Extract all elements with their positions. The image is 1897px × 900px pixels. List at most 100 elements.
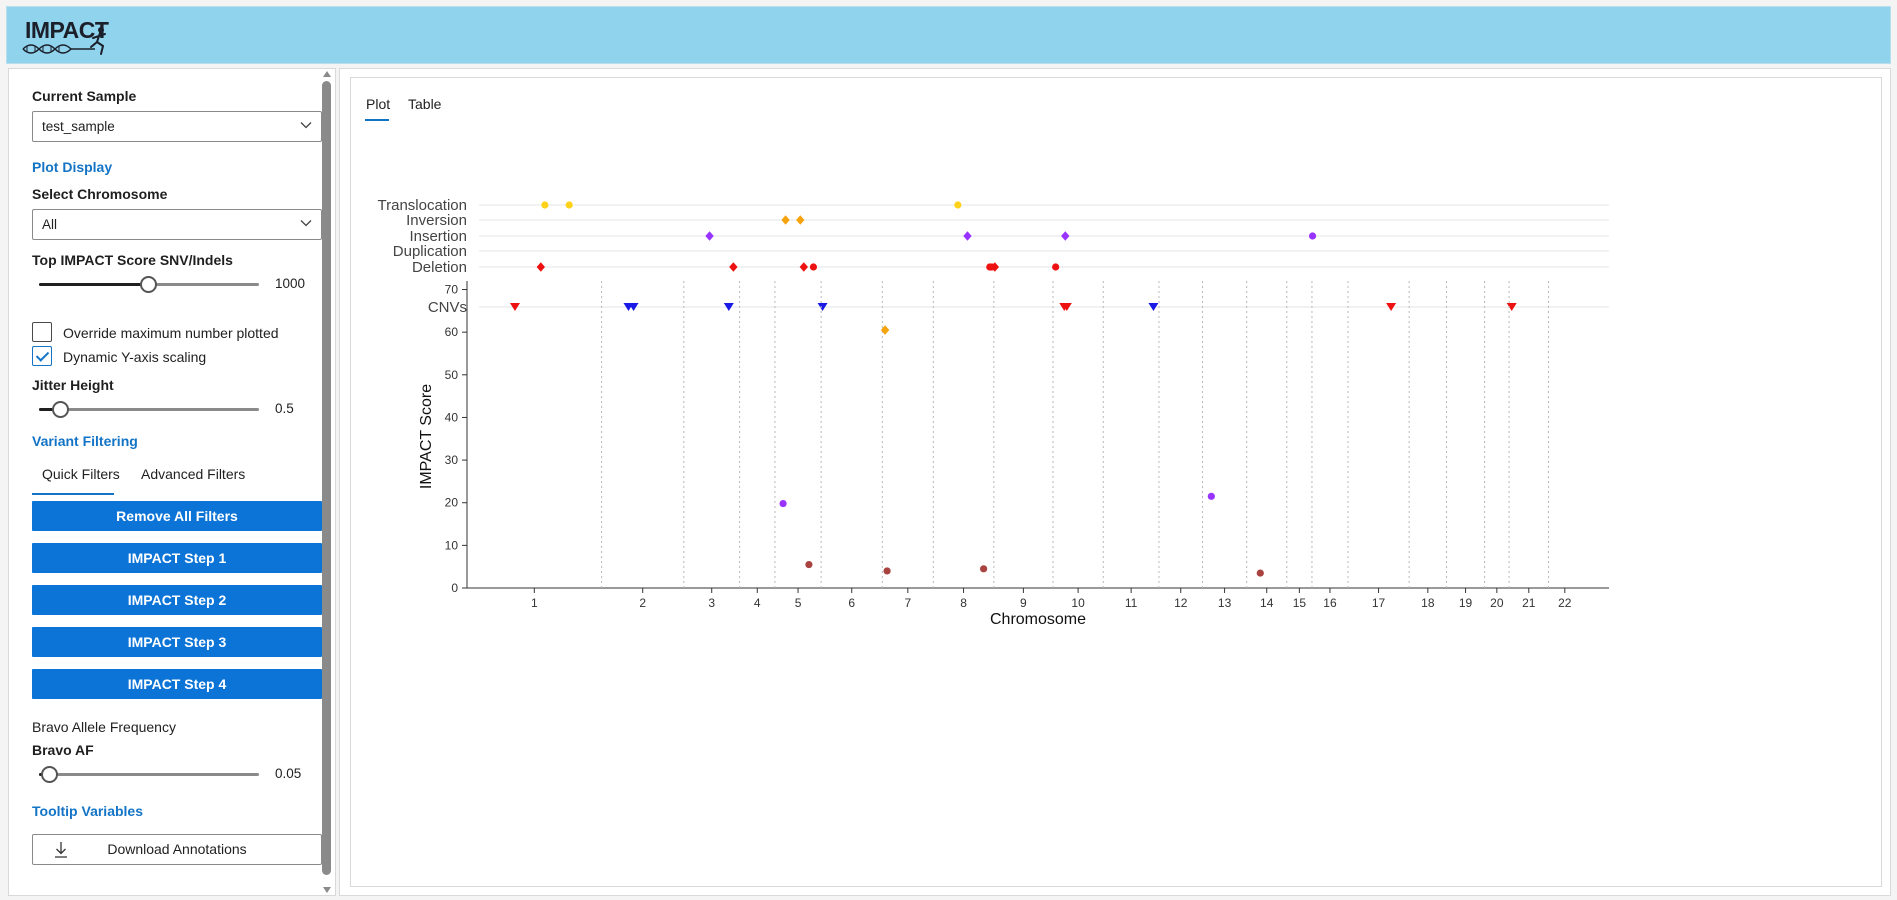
x-tick-label: 8 bbox=[960, 596, 967, 610]
x-tick-label: 5 bbox=[795, 596, 802, 610]
main-panel: Plot Table Translocation Inversion Inserti… bbox=[339, 68, 1891, 896]
slider-thumb[interactable] bbox=[41, 766, 58, 783]
y-tick-label: 70 bbox=[445, 283, 459, 297]
data-point bbox=[883, 567, 891, 575]
current-sample-value: test_sample bbox=[42, 119, 115, 134]
x-tick-label: 14 bbox=[1260, 596, 1274, 610]
variant-marker bbox=[1061, 231, 1070, 241]
jitter-height-slider[interactable] bbox=[39, 399, 259, 419]
plot-display-heading: Plot Display bbox=[32, 159, 113, 175]
impact-step-4-button[interactable]: IMPACT Step 4 bbox=[32, 669, 322, 699]
chevron-down-icon bbox=[300, 122, 312, 129]
x-tick-label: 4 bbox=[754, 596, 761, 610]
variant-marker bbox=[781, 215, 790, 225]
override-max-checkbox[interactable] bbox=[32, 322, 52, 342]
tab-quick-filters[interactable]: Quick Filters bbox=[42, 466, 120, 482]
impact-step-2-button[interactable]: IMPACT Step 2 bbox=[32, 585, 322, 615]
y-tick-label: 30 bbox=[445, 453, 459, 467]
track-label: CNVs bbox=[428, 299, 467, 316]
download-annotations-label: Download Annotations bbox=[107, 841, 247, 857]
top-score-slider[interactable] bbox=[39, 274, 259, 294]
scrollbar-thumb[interactable] bbox=[322, 81, 331, 875]
x-tick-label: 16 bbox=[1323, 596, 1337, 610]
sidebar: Current Sample test_sample Plot Display … bbox=[8, 68, 336, 896]
variant-marker bbox=[988, 263, 996, 271]
bravo-heading: Bravo Allele Frequency bbox=[32, 719, 176, 735]
current-sample-select[interactable]: test_sample bbox=[32, 111, 322, 142]
remove-all-filters-button[interactable]: Remove All Filters bbox=[32, 501, 322, 531]
variant-marker bbox=[954, 201, 962, 209]
variant-marker bbox=[1308, 232, 1317, 240]
bravo-af-slider[interactable] bbox=[39, 764, 259, 784]
variant-marker bbox=[723, 303, 734, 311]
data-point bbox=[1256, 569, 1264, 577]
chevron-down-icon bbox=[300, 220, 312, 227]
chromosome-select[interactable]: All bbox=[32, 209, 322, 240]
bravo-af-value: 0.05 bbox=[275, 766, 302, 781]
variant-marker bbox=[796, 215, 805, 225]
data-point bbox=[805, 560, 813, 569]
y-axis-label: IMPACT Score bbox=[418, 384, 435, 489]
dynamic-y-checkbox[interactable] bbox=[32, 346, 52, 366]
variant-marker bbox=[1506, 303, 1517, 311]
slider-fill bbox=[39, 408, 61, 411]
slider-thumb[interactable] bbox=[52, 401, 69, 418]
download-icon bbox=[55, 842, 67, 858]
y-tick-label: 20 bbox=[445, 496, 459, 510]
x-tick-label: 17 bbox=[1372, 596, 1386, 610]
app-header: IMPACT bbox=[6, 6, 1891, 64]
variant-marker bbox=[1148, 303, 1159, 311]
variant-marker bbox=[628, 303, 639, 311]
scroll-up-icon[interactable] bbox=[323, 71, 331, 77]
slider-track bbox=[39, 408, 259, 411]
override-max-label: Override maximum number plotted bbox=[63, 325, 279, 341]
quick-filters-active-indicator bbox=[32, 493, 114, 495]
variant-marker bbox=[817, 303, 828, 311]
dna-logo-icon bbox=[22, 27, 106, 55]
x-tick-label: 9 bbox=[1020, 596, 1027, 610]
y-tick-label: 10 bbox=[445, 538, 459, 552]
x-tick-label: 15 bbox=[1293, 596, 1307, 610]
impact-step-1-button[interactable]: IMPACT Step 1 bbox=[32, 543, 322, 573]
slider-fill bbox=[39, 283, 149, 286]
tab-table[interactable]: Table bbox=[408, 96, 442, 112]
y-tick-label: 50 bbox=[445, 368, 459, 382]
x-tick-label: 7 bbox=[904, 596, 911, 610]
track-label: Translocation bbox=[378, 197, 468, 214]
x-tick-label: 1 bbox=[531, 596, 538, 610]
jitter-height-value: 0.5 bbox=[275, 401, 294, 416]
x-tick-label: 21 bbox=[1522, 596, 1536, 610]
x-tick-label: 6 bbox=[848, 596, 855, 610]
tab-advanced-filters[interactable]: Advanced Filters bbox=[141, 466, 246, 482]
current-sample-label: Current Sample bbox=[32, 88, 137, 104]
y-tick-label: 60 bbox=[445, 325, 459, 339]
plot-tab-active-indicator bbox=[365, 119, 389, 121]
variant-marker bbox=[1061, 303, 1072, 311]
variant-marker bbox=[509, 303, 520, 311]
jitter-height-label: Jitter Height bbox=[32, 377, 114, 393]
variant-marker bbox=[963, 231, 972, 241]
tooltip-variables-heading[interactable]: Tooltip Variables bbox=[32, 803, 143, 819]
x-tick-label: 3 bbox=[708, 596, 715, 610]
x-tick-label: 10 bbox=[1071, 596, 1085, 610]
track-label: Deletion bbox=[412, 259, 467, 276]
variant-marker bbox=[536, 262, 546, 272]
variant-marker bbox=[565, 201, 573, 209]
download-annotations-button[interactable]: Download Annotations bbox=[32, 834, 322, 865]
scroll-down-icon[interactable] bbox=[323, 887, 331, 893]
slider-thumb[interactable] bbox=[140, 276, 157, 293]
sidebar-scrollbar[interactable] bbox=[321, 69, 333, 895]
bravo-af-label: Bravo AF bbox=[32, 742, 94, 758]
tab-plot[interactable]: Plot bbox=[366, 96, 391, 112]
x-axis-label: Chromosome bbox=[990, 611, 1086, 628]
x-tick-label: 22 bbox=[1558, 596, 1572, 610]
impact-logo: IMPACT bbox=[17, 13, 127, 61]
structural-variants-track: TranslocationInversionInsertionDuplicati… bbox=[378, 197, 1609, 316]
top-score-label: Top IMPACT Score SNV/Indels bbox=[32, 252, 233, 268]
track-label: Insertion bbox=[409, 228, 467, 245]
data-point bbox=[1207, 492, 1215, 500]
variant-marker bbox=[799, 262, 809, 272]
impact-step-3-button[interactable]: IMPACT Step 3 bbox=[32, 627, 322, 657]
variant-marker bbox=[1386, 303, 1397, 311]
